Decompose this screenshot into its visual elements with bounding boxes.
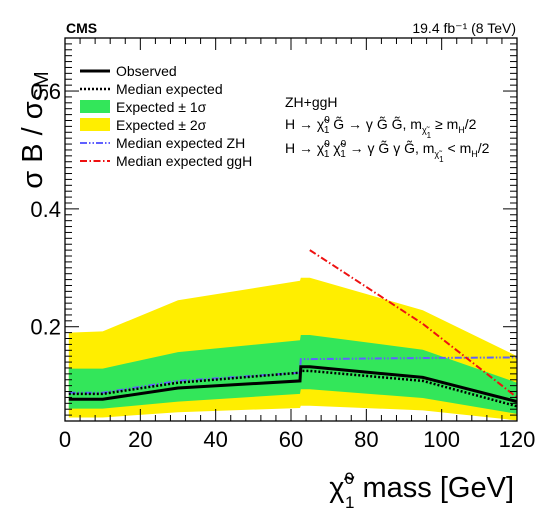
x-tick-label: 120 — [499, 427, 536, 452]
y-tick-label: 0.4 — [30, 197, 61, 222]
y-axis-label: σ B / σSM — [17, 71, 53, 188]
expected-bands — [68, 277, 517, 421]
line-median-expected-zh — [68, 356, 517, 394]
legend-observed-label: Observed — [116, 63, 177, 79]
legend-ggh-label: Median expected ggH — [116, 153, 252, 169]
legend: Observed Median expected Expected ± 1σ E… — [80, 63, 252, 169]
x-tick-label: 40 — [203, 427, 227, 452]
annotation-decay-1: H → χ̃0 1 G̃ → γ G̃ G̃, mχ̃1 ≥ mH/2 — [285, 115, 477, 140]
annotation-process: ZH+ggH — [285, 94, 338, 110]
x-tick-label: 80 — [354, 427, 378, 452]
cms-label: CMS — [66, 20, 97, 36]
legend-median-expected-label: Median expected — [116, 81, 223, 97]
limit-lines — [68, 249, 517, 408]
lumi-label: 19.4 fb⁻¹ (8 TeV) — [412, 20, 516, 36]
x-axis-label: χ̃0 1 mass [GeV] — [329, 469, 514, 512]
legend-zh-label: Median expected ZH — [116, 135, 245, 151]
axis-ticks: 0 20 40 60 80 100 120 0.2 0.4 0.6 — [30, 38, 535, 452]
legend-two-sigma-label: Expected ± 2σ — [116, 117, 207, 133]
x-tick-label: 60 — [279, 427, 303, 452]
legend-two-sigma-swatch — [80, 118, 110, 131]
y-tick-label: 0.2 — [30, 315, 61, 340]
legend-one-sigma-label: Expected ± 1σ — [116, 99, 207, 115]
legend-one-sigma-swatch — [80, 100, 110, 113]
x-tick-label: 0 — [59, 427, 71, 452]
line-observed — [68, 365, 517, 404]
y-tick-label: 0.6 — [30, 79, 61, 104]
annotation-decay-2: H → χ̃0 1 χ̃0 1 → γ G̃ γ G̃, mχ̃1 < mH/2 — [285, 139, 490, 164]
line-median-expected-ggh — [309, 249, 517, 399]
process-annotations: ZH+ggH H → χ̃0 1 G̃ → γ G̃ G̃, mχ̃1 ≥ mH/… — [285, 94, 490, 164]
x-tick-label: 100 — [423, 427, 460, 452]
x-tick-label: 20 — [128, 427, 152, 452]
